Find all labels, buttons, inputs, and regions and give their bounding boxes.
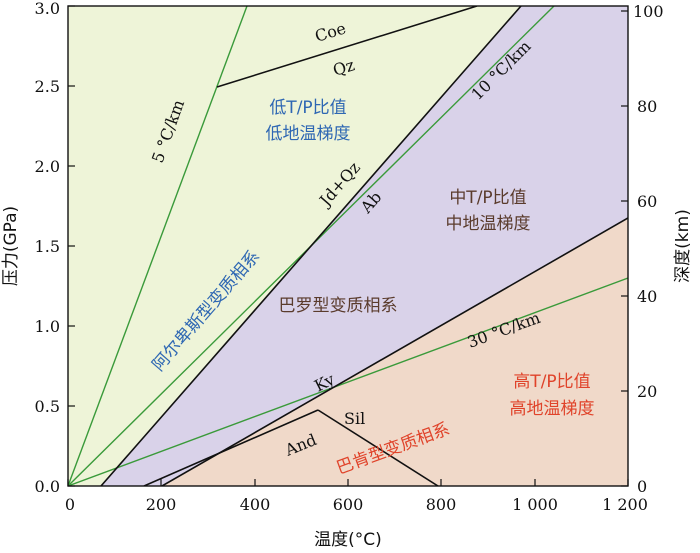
x-tick-label: 1 200 (602, 495, 648, 514)
high-tp-label-line1: 高T/P比值 (513, 372, 590, 392)
y-right-tick-label: 80 (637, 97, 657, 116)
y-left-tick-label: 3.0 (35, 0, 60, 18)
x-tick-label: 0 (65, 495, 75, 514)
high-tp-label-line2: 高地温梯度 (510, 399, 595, 419)
x-tick-label: 600 (333, 495, 364, 514)
mid-tp-label-line2: 中地温梯度 (446, 214, 531, 234)
y-left-tick-label: 1.5 (35, 237, 60, 256)
low-tp-zone (68, 6, 521, 486)
y-right-tick-label: 0 (637, 477, 647, 496)
x-tick-label: 400 (240, 495, 271, 514)
y-left-axis-title: 压力(GPa) (1, 206, 21, 286)
and-sil-line (317, 409, 439, 486)
mid-tp-zone (101, 6, 628, 486)
x-tick-label: 200 (146, 495, 177, 514)
mid-tp-label-line1: 中T/P比值 (449, 188, 526, 208)
y-left-tick-label: 2.0 (35, 157, 60, 176)
barrovian-facies-series-label: 巴罗型变质相系 (279, 296, 398, 316)
tick-marks (67, 5, 629, 487)
y-left-tick-label: 2.5 (35, 77, 60, 96)
reaction-lines (100, 6, 628, 486)
low-tp-label-line1: 低T/P比值 (269, 98, 346, 118)
y-right-tick-label: 20 (637, 382, 657, 401)
x-tick-label: 800 (426, 495, 457, 514)
y-right-axis-title: 深度(km) (673, 209, 693, 283)
y-right-tick-label: 40 (637, 287, 657, 306)
jd-ab-line (100, 6, 522, 486)
y-right-tick-label: 100 (633, 2, 664, 21)
geotherm-5 (68, 6, 248, 486)
y-left-tick-labels: 0.0 0.5 1.0 1.5 2.0 2.5 3.0 (35, 0, 60, 496)
ky-sil-boundary (161, 217, 628, 486)
y-left-tick-label: 0.5 (35, 397, 60, 416)
low-tp-label-line2: 低地温梯度 (266, 124, 351, 144)
y-left-tick-label: 0.0 (35, 477, 60, 496)
y-left-tick-label: 1.0 (35, 317, 60, 336)
and-ky-line (143, 409, 319, 486)
mineral-label-sil: Sil (344, 409, 365, 428)
geotherm-30 (68, 277, 628, 486)
y-right-tick-label: 60 (637, 192, 657, 211)
y-right-tick-labels: 0 20 40 60 80 100 (633, 2, 664, 496)
coe-qz-line (216, 6, 478, 88)
x-axis-title: 温度(°C) (314, 530, 382, 550)
x-tick-labels: 0 200 400 600 800 1 000 1 200 (65, 495, 648, 514)
x-tick-label: 1 000 (512, 495, 558, 514)
